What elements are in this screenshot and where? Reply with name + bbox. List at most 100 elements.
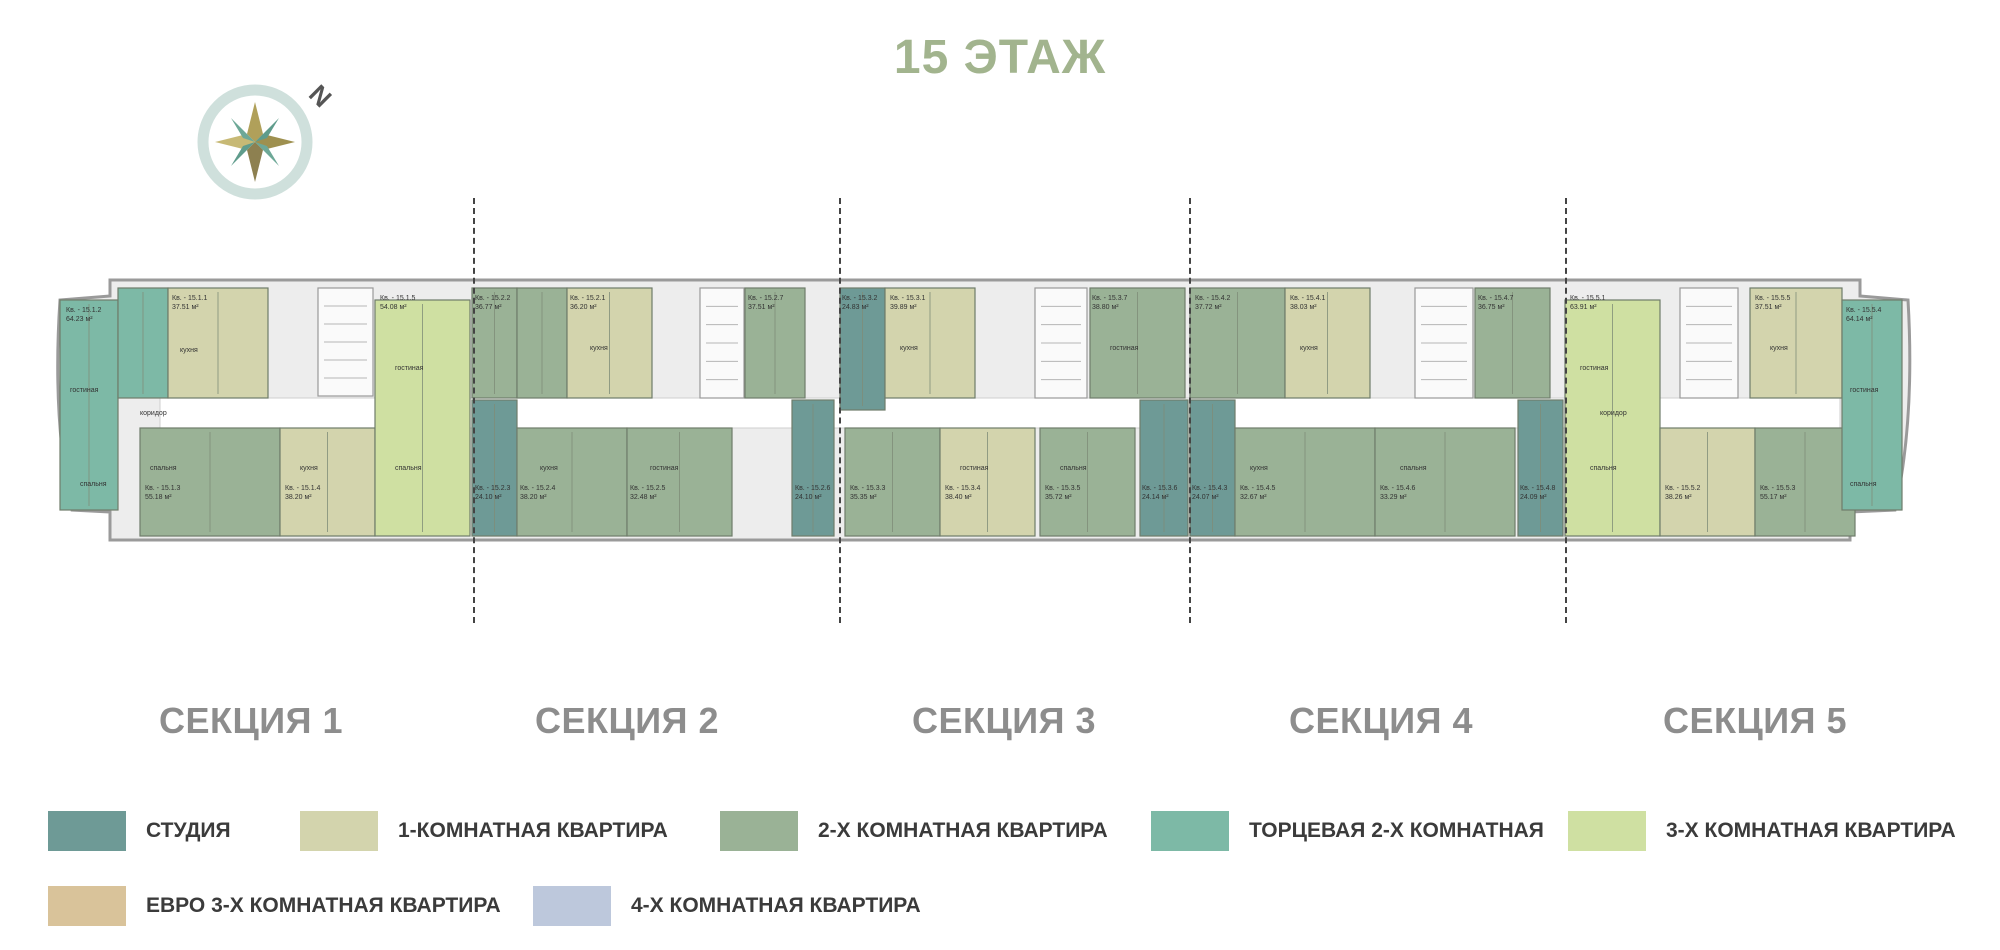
- apartment-id-label: Кв. - 15.5.2: [1665, 485, 1701, 492]
- apartment-id-label: Кв. - 15.4.7: [1478, 295, 1514, 302]
- apartment-id-label: Кв. - 15.3.7: [1092, 295, 1128, 302]
- room-label-living: гостиная: [395, 365, 424, 372]
- apartment-area-label: 37.51 м²: [1755, 304, 1782, 311]
- apartment-area-label: 39.89 м²: [890, 304, 917, 311]
- compass-rose-icon: N: [197, 79, 338, 200]
- apartment-area-label: 64.14 м²: [1846, 316, 1873, 323]
- apartment-id-label: Кв. - 15.2.7: [748, 295, 784, 302]
- apartment-id-label: Кв. - 15.3.6: [1142, 485, 1178, 492]
- apartment-area-label: 64.23 м²: [66, 316, 93, 323]
- apartment-area-label: 32.67 м²: [1240, 494, 1267, 501]
- apartment-id-label: Кв. - 15.3.2: [842, 295, 878, 302]
- apartment-area-label: 24.10 м²: [795, 494, 822, 501]
- apartment-id-label: Кв. - 15.1.1: [172, 295, 208, 302]
- apartment-id-label: Кв. - 15.4.1: [1290, 295, 1326, 302]
- apartment-area-label: 36.20 м²: [570, 304, 597, 311]
- apartment-id-label: Кв. - 15.4.2: [1195, 295, 1231, 302]
- room-label-bedroom: спальня: [395, 465, 422, 472]
- apartment-id-label: Кв. - 15.3.3: [850, 485, 886, 492]
- room-label-kitchen: кухня: [1250, 465, 1268, 472]
- room-label-bedroom: спальня: [1060, 465, 1087, 472]
- legend-swatch-two-room: [720, 811, 798, 851]
- section-divider-2-3: [839, 198, 841, 623]
- apartment-area-label: 33.29 м²: [1380, 494, 1407, 501]
- apartment-id-label: Кв. - 15.1.4: [285, 485, 321, 492]
- legend-swatch-four-room: [533, 886, 611, 926]
- apartment-id-label: Кв. - 15.5.1: [1570, 295, 1606, 302]
- legend-label-three-room: 3-Х КОМНАТНАЯ КВАРТИРА: [1666, 819, 1956, 842]
- apartment-id-label: Кв. - 15.4.3: [1192, 485, 1228, 492]
- legend-swatch-studio: [48, 811, 126, 851]
- floor-title: 15 ЭТАЖ: [893, 31, 1107, 84]
- compass-north-label: N: [303, 79, 337, 113]
- legend-label-two-room: 2-Х КОМНАТНАЯ КВАРТИРА: [818, 819, 1108, 842]
- apartment-area-label: 36.77 м²: [475, 304, 502, 311]
- apartment-area-label: 24.14 м²: [1142, 494, 1169, 501]
- room-label-kitchen: кухня: [1770, 345, 1788, 352]
- section-label-1[interactable]: СЕКЦИЯ 1: [158, 700, 344, 741]
- room-label-living: гостиная: [1110, 345, 1139, 352]
- legend-three-room[interactable]: 3-Х КОМНАТНАЯ КВАРТИРА: [1568, 811, 1956, 851]
- apartment-id-label: Кв. - 15.3.1: [890, 295, 926, 302]
- apartment-area-label: 35.35 м²: [850, 494, 877, 501]
- legend-label-studio: СТУДИЯ: [146, 819, 231, 842]
- apartment-area-label: 32.48 м²: [630, 494, 657, 501]
- apartment-id-label: Кв. - 15.5.3: [1760, 485, 1796, 492]
- room-label-kitchen: кухня: [180, 347, 198, 354]
- room-label-kitchen: кухня: [540, 465, 558, 472]
- legend-end-two-room[interactable]: ТОРЦЕВАЯ 2-Х КОМНАТНАЯ: [1151, 811, 1544, 851]
- apartment-area-label: 38.20 м²: [520, 494, 547, 501]
- apartment-area-label: 37.51 м²: [172, 304, 199, 311]
- units-layer: [59, 287, 1903, 537]
- section-label-4[interactable]: СЕКЦИЯ 4: [1288, 700, 1474, 741]
- apartment-area-label: 37.51 м²: [748, 304, 775, 311]
- legend-one-room[interactable]: 1-КОМНАТНАЯ КВАРТИРА: [300, 811, 668, 851]
- room-labels-layer: Кв. - 15.1.1 37.51 м² Кв. - 15.1.2 64.23 м²…: [66, 295, 1882, 501]
- section-label-2[interactable]: СЕКЦИЯ 2: [534, 700, 720, 741]
- apartment-area-label: 24.10 м²: [475, 494, 502, 501]
- legend-label-four-room: 4-Х КОМНАТНАЯ КВАРТИРА: [631, 894, 921, 917]
- legend-label-one-room: 1-КОМНАТНАЯ КВАРТИРА: [398, 819, 668, 842]
- legend-studio[interactable]: СТУДИЯ: [48, 811, 231, 851]
- apartment-id-label: Кв. - 15.1.3: [145, 485, 181, 492]
- apartment-id-label: Кв. - 15.2.6: [795, 485, 831, 492]
- apartment-area-label: 35.72 м²: [1045, 494, 1072, 501]
- apartment-id-label: Кв. - 15.5.4: [1846, 307, 1882, 314]
- section-divider-3-4: [1189, 198, 1191, 623]
- room-label-bedroom: спальня: [1590, 465, 1617, 472]
- room-label-kitchen: кухня: [1300, 345, 1318, 352]
- apartment-id-label: Кв. - 15.2.1: [570, 295, 606, 302]
- room-label-living: гостиная: [1850, 387, 1879, 394]
- apartment-id-label: Кв. - 15.3.4: [945, 485, 981, 492]
- apartment-id-label: Кв. - 15.2.5: [630, 485, 666, 492]
- apartment-id-label: Кв. - 15.1.5: [380, 295, 416, 302]
- legend-label-end-two-room: ТОРЦЕВАЯ 2-Х КОМНАТНАЯ: [1249, 819, 1544, 842]
- legend-euro-three-room[interactable]: ЕВРО 3-Х КОМНАТНАЯ КВАРТИРА: [48, 886, 501, 926]
- room-label-bedroom: спальня: [1850, 481, 1877, 488]
- room-label-corridor: коридор: [1600, 410, 1627, 417]
- apartment-id-label: Кв. - 15.4.5: [1240, 485, 1276, 492]
- apartment-area-label: 55.17 м²: [1760, 494, 1787, 501]
- legend-two-room[interactable]: 2-Х КОМНАТНАЯ КВАРТИРА: [720, 811, 1108, 851]
- room-label-kitchen: кухня: [300, 465, 318, 472]
- apartment-area-label: 38.03 м²: [1290, 304, 1317, 311]
- legend-four-room[interactable]: 4-Х КОМНАТНАЯ КВАРТИРА: [533, 886, 921, 926]
- apartment-id-label: Кв. - 15.4.6: [1380, 485, 1416, 492]
- section-label-5[interactable]: СЕКЦИЯ 5: [1662, 700, 1848, 741]
- room-label-corridor: коридор: [140, 410, 167, 417]
- apartment-area-label: 24.09 м²: [1520, 494, 1547, 501]
- apartment-area-label: 55.18 м²: [145, 494, 172, 501]
- apartment-id-label: Кв. - 15.5.5: [1755, 295, 1791, 302]
- legend-swatch-three-room: [1568, 811, 1646, 851]
- section-label-3[interactable]: СЕКЦИЯ 3: [911, 700, 1097, 741]
- apartment-area-label: 63.91 м²: [1570, 304, 1597, 311]
- legend-swatch-euro-three-room: [48, 886, 126, 926]
- apartment-area-label: 24.07 м²: [1192, 494, 1219, 501]
- section-divider-4-5: [1565, 198, 1567, 623]
- room-label-living: гостиная: [1580, 365, 1609, 372]
- room-label-kitchen: кухня: [590, 345, 608, 352]
- room-label-bedroom: спальня: [1400, 465, 1427, 472]
- apartment-area-label: 36.75 м²: [1478, 304, 1505, 311]
- legend-swatch-end-two-room: [1151, 811, 1229, 851]
